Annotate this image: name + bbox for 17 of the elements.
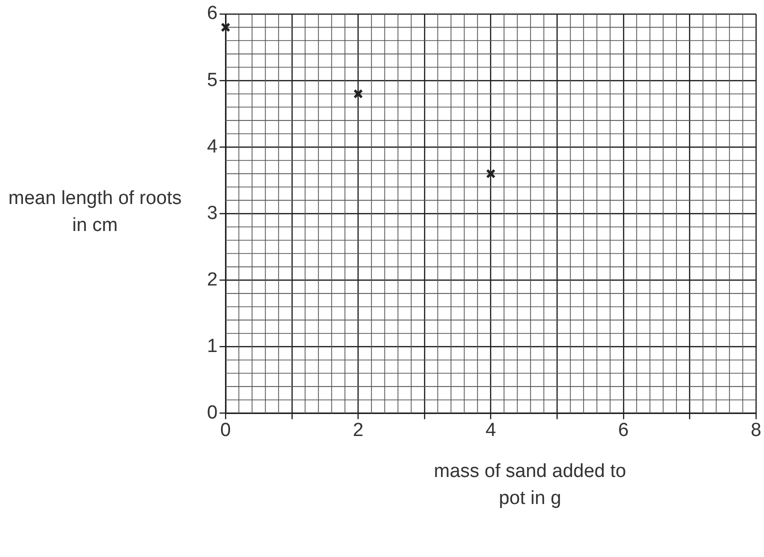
- y-tick-label: 3: [206, 202, 218, 224]
- y-axis-title: mean length of roots in cm: [7, 187, 183, 238]
- x-tick-label: 2: [352, 420, 364, 441]
- point: [220, 22, 230, 32]
- y-tick-label: 5: [206, 70, 218, 91]
- y-tick-label: 4: [206, 136, 218, 158]
- point: [486, 168, 496, 178]
- x-tick-label: 4: [485, 420, 496, 441]
- x-axis-title: mass of sand added to pot in g: [432, 460, 628, 511]
- point: [353, 89, 363, 99]
- y-tick-label: 2: [206, 269, 218, 290]
- y-tick-label: 1: [206, 336, 218, 357]
- y-tick-label: 0: [206, 402, 218, 424]
- x-tick-label: 8: [750, 420, 762, 441]
- x-tick-label: 6: [618, 420, 629, 441]
- y-tick-label: 6: [206, 3, 218, 24]
- x-tick-label: 0: [220, 420, 231, 441]
